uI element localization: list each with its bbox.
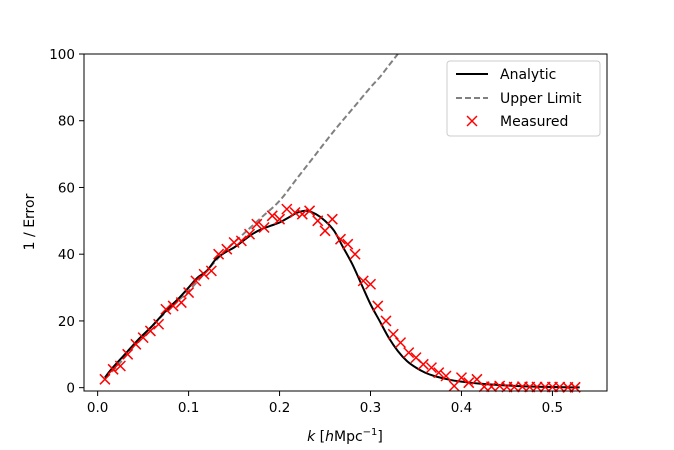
measured-point [508,381,520,393]
legend: Analytic Upper Limit Measured [446,60,601,137]
measured-point [425,362,437,374]
y-axis-label: 1 / Error [22,193,38,250]
x-axis-label: k [hMpc−1] [307,427,383,445]
measured-point [334,233,347,245]
measured-point [281,203,293,215]
measured-point [244,228,256,240]
y-tick-label: 40 [58,247,75,263]
measured-point [326,213,338,225]
x-tick-label: 0.5 [542,400,563,416]
measured-point [153,318,165,330]
x-tick-label: 0.2 [269,400,290,416]
measured-point [235,235,247,247]
measured-point [433,367,445,379]
measured-point [122,348,134,360]
measured-point [357,275,369,287]
legend-upper-limit-label: Upper Limit [500,91,582,107]
plot-frame [83,53,608,392]
legend-box [446,60,601,137]
measured-point [349,248,361,260]
x-tick-label: 0.3 [360,400,381,416]
measured-point [554,381,566,393]
x-tick-label: 0.1 [178,400,199,416]
measured-point [440,370,452,382]
y-tick-label: 20 [58,314,75,330]
measured-point [342,238,354,250]
measured-point [319,225,331,237]
measured-point [463,377,475,389]
legend-analytic-label: Analytic [500,67,556,83]
measured-point [107,363,119,375]
y-tick-label: 0 [66,381,75,397]
measured-point [372,300,384,312]
measured-point [394,337,407,349]
y-tick-label: 100 [49,47,75,63]
measured-point [387,328,399,340]
x-tick-label: 0.0 [87,400,108,416]
measured-point [251,218,263,230]
measured-point [417,358,429,370]
measured-point [531,381,543,393]
measured-point [205,265,217,277]
measured-point [448,380,460,392]
measured-point [160,303,172,315]
measured-point [296,208,308,220]
measured-point [183,287,195,299]
measured-point [144,325,156,337]
measured-point [455,372,467,384]
legend-measured-swatch [466,115,478,127]
measured-point [213,248,225,260]
measured-point [304,205,316,217]
y-tick-label: 60 [58,180,75,196]
measured-point [266,210,278,222]
measured-point [114,360,126,372]
measured-point [312,215,324,227]
x-tick-label: 0.4 [451,400,472,416]
measured-point [167,300,179,312]
measured-point [364,278,377,290]
measured-point [258,221,270,234]
measured-point [175,297,187,309]
legend-measured-label: Measured [500,114,568,130]
measured-point [274,213,286,225]
measured-point [403,347,415,359]
measured-point [380,315,392,327]
y-tick-label: 80 [58,114,75,130]
measured-point [99,373,111,385]
measured-point [190,275,202,287]
measured-point [198,268,210,280]
